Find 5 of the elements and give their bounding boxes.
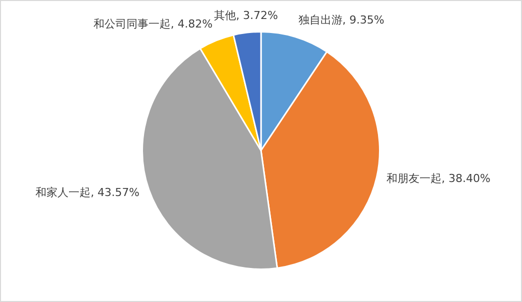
slice-label: 和公司同事一起, 4.82% (94, 18, 213, 31)
slice-label: 其他, 3.72% (214, 8, 278, 22)
slice-label: 和家人一起, 43.57% (36, 186, 140, 199)
slice-label: 和朋友一起, 38.40% (386, 172, 490, 186)
slice-label: 独自出游, 9.35% (298, 14, 384, 27)
